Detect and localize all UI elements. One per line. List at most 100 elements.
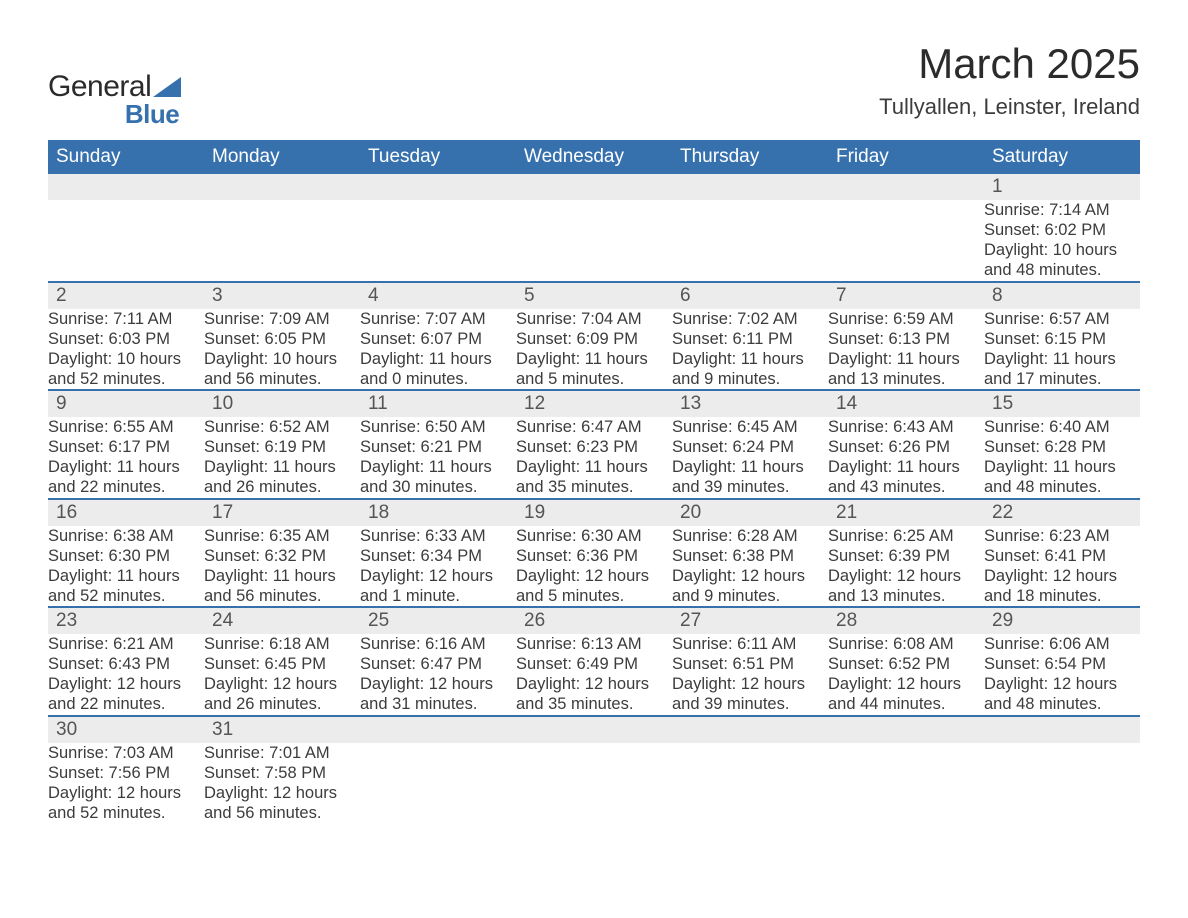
title-block: March 2025 Tullyallen, Leinster, Ireland (879, 40, 1140, 120)
sunset-text: Sunset: 6:24 PM (672, 437, 828, 457)
sunrise-text: Sunrise: 6:18 AM (204, 634, 360, 654)
daylight-text: Daylight: 11 hours (48, 566, 204, 586)
day-number: 25 (360, 608, 516, 634)
daylight-text: Daylight: 11 hours (984, 457, 1140, 477)
day-number-cell: 14 (828, 390, 984, 417)
day-number: 17 (204, 500, 360, 526)
day-detail-cell: Sunrise: 7:14 AMSunset: 6:02 PMDaylight:… (984, 200, 1140, 282)
daylight-text: and 22 minutes. (48, 694, 204, 714)
day-number-cell (204, 174, 360, 200)
daylight-text: and 0 minutes. (360, 369, 516, 389)
day-detail-cell: Sunrise: 6:06 AMSunset: 6:54 PMDaylight:… (984, 634, 1140, 716)
sunset-text: Sunset: 6:30 PM (48, 546, 204, 566)
day-number: 22 (984, 500, 1140, 526)
sunset-text: Sunset: 6:15 PM (984, 329, 1140, 349)
day-number-cell: 10 (204, 390, 360, 417)
day-detail-cell (360, 200, 516, 282)
week-daynum-row: 23242526272829 (48, 607, 1140, 634)
day-number-cell: 16 (48, 499, 204, 526)
sunrise-text: Sunrise: 7:07 AM (360, 309, 516, 329)
day-detail-cell: Sunrise: 6:11 AMSunset: 6:51 PMDaylight:… (672, 634, 828, 716)
sunset-text: Sunset: 6:19 PM (204, 437, 360, 457)
day-number-cell: 27 (672, 607, 828, 634)
day-detail-cell: Sunrise: 6:59 AMSunset: 6:13 PMDaylight:… (828, 309, 984, 391)
daylight-text: Daylight: 11 hours (360, 457, 516, 477)
day-detail-cell: Sunrise: 6:55 AMSunset: 6:17 PMDaylight:… (48, 417, 204, 499)
day-detail-cell: Sunrise: 6:40 AMSunset: 6:28 PMDaylight:… (984, 417, 1140, 499)
day-detail-cell: Sunrise: 7:11 AMSunset: 6:03 PMDaylight:… (48, 309, 204, 391)
sunset-text: Sunset: 6:07 PM (360, 329, 516, 349)
daylight-text: and 22 minutes. (48, 477, 204, 497)
week-daynum-row: 1 (48, 174, 1140, 200)
daylight-text: and 35 minutes. (516, 477, 672, 497)
weekday-header: Monday (204, 140, 360, 174)
sunset-text: Sunset: 6:32 PM (204, 546, 360, 566)
sunrise-text: Sunrise: 6:33 AM (360, 526, 516, 546)
daylight-text: Daylight: 12 hours (48, 674, 204, 694)
daylight-text: and 52 minutes. (48, 369, 204, 389)
sunrise-text: Sunrise: 6:40 AM (984, 417, 1140, 437)
sunrise-text: Sunrise: 6:38 AM (48, 526, 204, 546)
week-daynum-row: 3031 (48, 716, 1140, 743)
day-number-cell: 15 (984, 390, 1140, 417)
day-detail-cell: Sunrise: 6:21 AMSunset: 6:43 PMDaylight:… (48, 634, 204, 716)
sunset-text: Sunset: 6:09 PM (516, 329, 672, 349)
day-number: 10 (204, 391, 360, 417)
day-detail-cell: Sunrise: 7:02 AMSunset: 6:11 PMDaylight:… (672, 309, 828, 391)
location-text: Tullyallen, Leinster, Ireland (879, 94, 1140, 120)
brand-logo: General Blue (48, 70, 181, 130)
daylight-text: Daylight: 12 hours (516, 674, 672, 694)
sunrise-text: Sunrise: 6:21 AM (48, 634, 204, 654)
day-detail-cell: Sunrise: 6:45 AMSunset: 6:24 PMDaylight:… (672, 417, 828, 499)
sunset-text: Sunset: 6:51 PM (672, 654, 828, 674)
day-number-cell: 3 (204, 282, 360, 309)
daylight-text: and 48 minutes. (984, 477, 1140, 497)
day-detail-cell (672, 743, 828, 824)
daylight-text: Daylight: 12 hours (204, 674, 360, 694)
sunrise-text: Sunrise: 7:02 AM (672, 309, 828, 329)
header: General Blue March 2025 Tullyallen, Lein… (48, 40, 1140, 130)
day-number: 13 (672, 391, 828, 417)
sunrise-text: Sunrise: 6:08 AM (828, 634, 984, 654)
daylight-text: and 48 minutes. (984, 260, 1140, 280)
day-number-cell: 12 (516, 390, 672, 417)
sunrise-text: Sunrise: 6:30 AM (516, 526, 672, 546)
daylight-text: and 17 minutes. (984, 369, 1140, 389)
sunset-text: Sunset: 6:21 PM (360, 437, 516, 457)
sunrise-text: Sunrise: 6:50 AM (360, 417, 516, 437)
day-number-cell (672, 716, 828, 743)
sunset-text: Sunset: 6:26 PM (828, 437, 984, 457)
sunset-text: Sunset: 7:58 PM (204, 763, 360, 783)
day-detail-cell: Sunrise: 6:18 AMSunset: 6:45 PMDaylight:… (204, 634, 360, 716)
sunrise-text: Sunrise: 6:47 AM (516, 417, 672, 437)
daylight-text: Daylight: 12 hours (984, 566, 1140, 586)
sunrise-text: Sunrise: 6:28 AM (672, 526, 828, 546)
sunset-text: Sunset: 6:13 PM (828, 329, 984, 349)
daylight-text: Daylight: 10 hours (984, 240, 1140, 260)
daylight-text: Daylight: 11 hours (672, 349, 828, 369)
daylight-text: and 5 minutes. (516, 586, 672, 606)
day-number-cell (360, 174, 516, 200)
daylight-text: and 31 minutes. (360, 694, 516, 714)
daylight-text: Daylight: 11 hours (204, 566, 360, 586)
day-number-cell: 19 (516, 499, 672, 526)
day-detail-cell: Sunrise: 7:01 AMSunset: 7:58 PMDaylight:… (204, 743, 360, 824)
week-detail-row: Sunrise: 7:11 AMSunset: 6:03 PMDaylight:… (48, 309, 1140, 391)
day-detail-cell: Sunrise: 6:23 AMSunset: 6:41 PMDaylight:… (984, 526, 1140, 608)
week-daynum-row: 9101112131415 (48, 390, 1140, 417)
day-detail-cell: Sunrise: 6:08 AMSunset: 6:52 PMDaylight:… (828, 634, 984, 716)
day-detail-cell (828, 743, 984, 824)
sunset-text: Sunset: 6:23 PM (516, 437, 672, 457)
day-number: 20 (672, 500, 828, 526)
sunrise-text: Sunrise: 7:14 AM (984, 200, 1140, 220)
weekday-header-row: SundayMondayTuesdayWednesdayThursdayFrid… (48, 140, 1140, 174)
day-number: 21 (828, 500, 984, 526)
daylight-text: Daylight: 11 hours (984, 349, 1140, 369)
daylight-text: and 13 minutes. (828, 369, 984, 389)
day-number: 11 (360, 391, 516, 417)
day-detail-cell: Sunrise: 7:07 AMSunset: 6:07 PMDaylight:… (360, 309, 516, 391)
daylight-text: and 13 minutes. (828, 586, 984, 606)
day-detail-cell: Sunrise: 6:35 AMSunset: 6:32 PMDaylight:… (204, 526, 360, 608)
weekday-header: Friday (828, 140, 984, 174)
day-number-cell: 18 (360, 499, 516, 526)
